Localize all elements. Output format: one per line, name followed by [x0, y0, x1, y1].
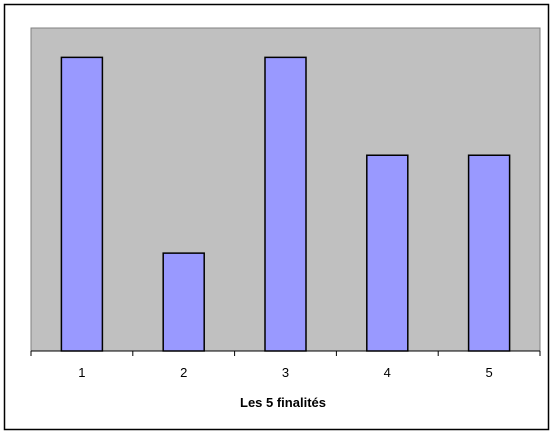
bars — [60, 56, 511, 352]
x-axis-ticks — [30, 351, 541, 356]
x-axis-tick-labels: 1 2 3 4 5 — [78, 365, 492, 380]
bar-4 — [366, 154, 409, 352]
bar-3 — [264, 56, 307, 352]
x-tick-label-3: 3 — [282, 365, 289, 380]
x-tick-label-4: 4 — [384, 365, 391, 380]
x-tick-label-1: 1 — [78, 365, 85, 380]
x-axis-title: Les 5 finalités — [240, 395, 326, 410]
bar-1 — [60, 56, 104, 352]
bar-5 — [467, 154, 511, 352]
x-tick-label-5: 5 — [485, 365, 492, 380]
x-tick-label-2: 2 — [180, 365, 187, 380]
bar-2 — [162, 252, 205, 352]
